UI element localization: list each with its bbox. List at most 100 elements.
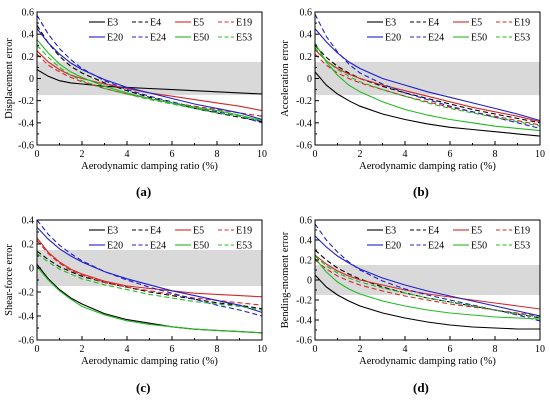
x-tick-label: 2 (358, 344, 363, 355)
series-line-e4 (315, 44, 540, 124)
x-tick-label: 0 (313, 149, 318, 160)
legend-label: E53 (514, 241, 530, 252)
legend-item-e50: E50 (175, 241, 209, 252)
x-tick-label: 4 (403, 344, 408, 355)
legend-item-e20: E20 (367, 33, 401, 44)
y-tick-label: 0.6 (300, 216, 313, 227)
legend-label: E50 (471, 241, 487, 252)
legend-label: E4 (150, 226, 161, 237)
x-tick-label: 4 (403, 149, 408, 160)
series-line-e20 (37, 28, 262, 121)
y-tick-label: 0.6 (300, 8, 313, 19)
y-tick-label: -0.4 (296, 316, 312, 327)
series-line-e24 (37, 220, 262, 317)
y-tick-label: 0.2 (22, 52, 35, 63)
series-line-e3 (315, 274, 540, 330)
panel-label: (c) (136, 380, 150, 395)
series-line-e4 (315, 249, 540, 319)
legend-label: E50 (471, 33, 487, 44)
legend-item-e5: E5 (175, 226, 204, 237)
legend-label: E20 (107, 33, 123, 44)
x-tick-label: 10 (535, 149, 545, 160)
series-line-e20 (315, 28, 540, 122)
y-tick-label: 0.4 (22, 30, 35, 41)
legend-label: E5 (193, 226, 204, 237)
chart-panel-2: 0 2 4 6 8 10 -0.6 -0.4 -0.2 0 0.2 0.4 0.6 Aerodynamic… (280, 8, 545, 200)
y-tick-label: -0.2 (296, 96, 312, 107)
legend-label: E4 (428, 18, 439, 29)
y-tick-label: 0 (307, 74, 312, 85)
series-line-e5 (315, 254, 540, 310)
series-line-e24 (37, 15, 262, 124)
legend-label: E5 (471, 226, 482, 237)
y-axis-label: Acceleration error (280, 40, 291, 117)
series-line-e19 (315, 259, 540, 317)
legend-label: E20 (107, 241, 123, 252)
x-tick-label: 2 (80, 344, 85, 355)
legend-label: E50 (193, 241, 209, 252)
legend: E3 E4 E5 E19 E20 E24 E50 E53 (89, 18, 252, 44)
series-line-e50 (315, 257, 540, 320)
legend-label: E4 (428, 226, 439, 237)
legend-item-e3: E3 (367, 226, 396, 237)
x-tick-label: 0 (35, 149, 40, 160)
legend-item-e5: E5 (175, 18, 204, 29)
series-line-e24 (315, 223, 540, 322)
y-axis-label: Bending-moment error (280, 231, 291, 328)
legend-label: E53 (236, 241, 252, 252)
legend-label: E20 (385, 33, 401, 44)
y-tick-label: 0.4 (300, 236, 313, 247)
legend: E3 E4 E5 E19 E20 E24 E50 E53 (367, 18, 530, 44)
legend-label: E53 (514, 33, 530, 44)
y-tick-label: 0.2 (300, 52, 313, 63)
legend-item-e24: E24 (410, 241, 444, 252)
y-tick-label: -0.4 (296, 118, 312, 129)
x-tick-label: 8 (215, 344, 220, 355)
legend-label: E24 (428, 33, 444, 44)
legend-item-e3: E3 (89, 18, 118, 29)
x-tick-label: 8 (493, 344, 498, 355)
legend-item-e5: E5 (453, 226, 482, 237)
x-tick-label: 8 (215, 149, 220, 160)
legend-item-e20: E20 (89, 241, 123, 252)
y-tick-label: -0.2 (18, 96, 34, 107)
legend-item-e53: E53 (218, 33, 252, 44)
legend-item-e50: E50 (453, 33, 487, 44)
x-tick-label: 10 (535, 344, 545, 355)
series-line-e50 (315, 42, 540, 132)
series-line-e3 (315, 71, 540, 137)
chart-panel-1: 0 2 4 6 8 10 -0.6 -0.4 -0.2 0 0.2 0.4 0.6 Aerodynamic… (4, 8, 267, 200)
y-tick-label: -0.6 (296, 336, 312, 347)
legend-label: E3 (107, 226, 118, 237)
panel-label: (a) (136, 184, 151, 199)
y-tick-label: 0.4 (300, 30, 313, 41)
legend-item-e53: E53 (496, 241, 530, 252)
legend-label: E53 (236, 33, 252, 44)
x-tick-label: 10 (257, 149, 267, 160)
tolerance-band (37, 61, 262, 96)
series-line-e53 (315, 47, 540, 127)
legend-item-e3: E3 (367, 18, 396, 29)
y-tick-label: 0.4 (22, 216, 35, 227)
x-tick-label: 6 (448, 149, 453, 160)
panel-label: (b) (413, 184, 429, 199)
legend-item-e20: E20 (89, 33, 123, 44)
legend-item-e24: E24 (132, 241, 166, 252)
legend: E3 E4 E5 E19 E20 E24 E50 E53 (89, 226, 252, 252)
x-tick-label: 6 (170, 344, 175, 355)
x-axis-label: Aerodynamic damping ratio (%) (81, 161, 218, 172)
y-tick-label: -0.4 (18, 312, 34, 323)
y-tick-label: -0.4 (18, 118, 34, 129)
legend: E3 E4 E5 E19 E20 E24 E50 E53 (367, 226, 530, 252)
legend-label: E5 (193, 18, 204, 29)
legend-label: E19 (514, 226, 530, 237)
legend-item-e19: E19 (218, 226, 252, 237)
series-line-e53 (37, 44, 262, 122)
legend-item-e50: E50 (453, 241, 487, 252)
series-line-e5 (37, 50, 262, 112)
y-axis-label: Shear-force error (4, 244, 15, 316)
legend-item-e4: E4 (410, 226, 439, 237)
legend-label: E3 (385, 18, 396, 29)
y-tick-label: -0.6 (18, 141, 34, 152)
y-tick-label: -0.6 (296, 141, 312, 152)
